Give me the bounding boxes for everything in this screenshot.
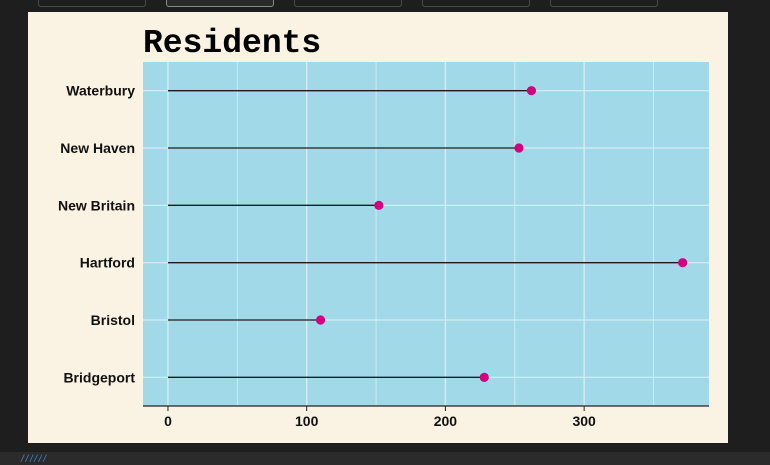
category-label: New Britain bbox=[58, 197, 135, 213]
tab-strip bbox=[0, 0, 770, 12]
category-label: Hartford bbox=[80, 255, 135, 271]
tab-4[interactable] bbox=[422, 0, 530, 7]
data-point bbox=[374, 200, 384, 210]
x-ticks: 0 100 200 300 bbox=[164, 406, 596, 429]
x-tick-label: 300 bbox=[572, 413, 596, 429]
x-tick-label: 0 bbox=[164, 413, 172, 429]
x-tick-label: 100 bbox=[295, 413, 319, 429]
category-label: Bridgeport bbox=[63, 369, 135, 385]
x-tick-label: 200 bbox=[434, 413, 458, 429]
status-bar bbox=[0, 452, 770, 465]
tab-1[interactable] bbox=[38, 0, 146, 7]
tab-5[interactable] bbox=[550, 0, 658, 7]
status-indicator: ∕∕∕∕∕∕ bbox=[20, 454, 47, 464]
plot-area bbox=[143, 62, 709, 406]
data-point bbox=[315, 315, 326, 325]
data-point bbox=[678, 258, 688, 268]
tab-2[interactable] bbox=[166, 0, 274, 7]
tab-3[interactable] bbox=[294, 0, 402, 7]
chart-title: Residents bbox=[143, 25, 321, 62]
stems bbox=[167, 90, 683, 378]
data-point bbox=[514, 143, 524, 153]
points bbox=[315, 86, 688, 382]
category-label: Bristol bbox=[91, 312, 135, 328]
data-point bbox=[479, 372, 489, 382]
category-label: Waterbury bbox=[66, 83, 135, 99]
data-point bbox=[526, 86, 537, 96]
category-labels: Waterbury New Haven New Britain Hartford Bri… bbox=[58, 83, 135, 386]
category-label: New Haven bbox=[60, 140, 135, 156]
